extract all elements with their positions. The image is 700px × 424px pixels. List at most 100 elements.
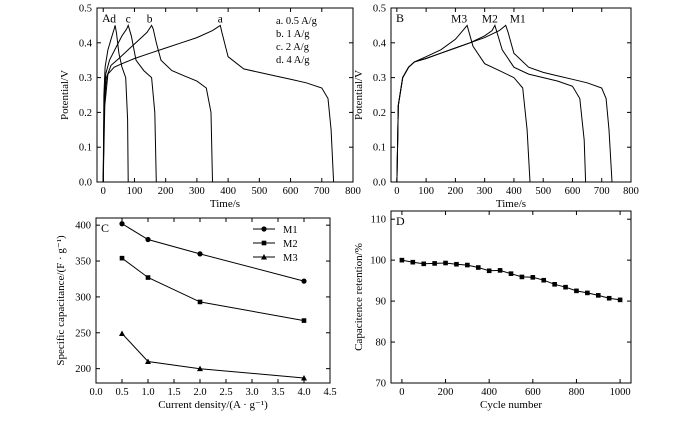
data-point <box>410 259 416 265</box>
data-point <box>563 284 568 290</box>
y-tick-label: 0.5 <box>79 4 92 15</box>
x-tick-label: 4.0 <box>297 387 310 398</box>
data-point <box>585 290 590 296</box>
series-line-a <box>102 24 335 183</box>
data-point <box>145 358 151 364</box>
plot-frame <box>390 210 632 384</box>
panel-letter: D <box>396 214 405 228</box>
legend-marker <box>261 254 267 260</box>
x-tick-label: 1000 <box>610 387 631 398</box>
data-point <box>519 274 525 280</box>
data-point <box>301 278 307 284</box>
legend-entry: M3 <box>283 253 298 264</box>
y-tick-label: 110 <box>371 215 386 226</box>
x-tick-label: 0 <box>394 186 399 197</box>
series-line-M2 <box>396 24 587 183</box>
legend-marker <box>261 240 267 246</box>
y-tick-label: 0.4 <box>79 38 93 49</box>
x-tick-label: 3.5 <box>271 387 284 398</box>
x-tick-label: 4.5 <box>323 387 336 398</box>
data-point <box>197 299 203 305</box>
panel-letter: B <box>396 11 404 25</box>
legend-entry: d. 4 A/g <box>276 55 310 66</box>
x-tick-label: 2.0 <box>193 387 206 398</box>
x-tick-label: 300 <box>189 186 205 197</box>
x-tick-label: 500 <box>535 186 551 197</box>
data-point <box>432 261 437 266</box>
data-point <box>197 251 203 257</box>
data-point <box>301 374 307 381</box>
legend-entry: a. 0.5 A/g <box>276 16 318 27</box>
x-tick-label: 200 <box>448 186 464 197</box>
panel-letter: C <box>101 221 109 235</box>
y-tick-label: 0.1 <box>79 143 92 154</box>
data-point <box>465 262 470 268</box>
data-point <box>617 297 623 303</box>
x-tick-label: 200 <box>158 186 174 197</box>
data-point <box>475 265 481 270</box>
x-tick-label: 100 <box>418 186 434 197</box>
y-tick-label: 70 <box>376 379 387 390</box>
x-tick-label: 2.5 <box>219 387 232 398</box>
y-tick-label: 250 <box>75 328 91 339</box>
x-tick-label: 600 <box>565 186 581 197</box>
legend-marker <box>261 226 267 232</box>
y-tick-label: 0.2 <box>79 108 92 119</box>
data-point <box>301 318 307 323</box>
data-point <box>541 277 547 283</box>
x-tick-label: 3.0 <box>245 387 258 398</box>
x-tick-label: 0 <box>101 186 106 197</box>
x-tick-label: 300 <box>477 186 493 197</box>
y-tick-label: 0.3 <box>79 73 92 84</box>
x-tick-label: 400 <box>220 186 236 197</box>
y-tick-label: 300 <box>75 292 91 303</box>
panel-letter: A <box>102 11 111 25</box>
x-tick-label: 400 <box>481 387 497 398</box>
x-axis-label: Time/s <box>496 198 526 210</box>
x-tick-label: 800 <box>345 186 361 197</box>
y-axis-label: Specific capacitance/(F · g⁻¹) <box>55 235 67 366</box>
plot-frame <box>390 7 632 183</box>
x-tick-label: 700 <box>594 186 610 197</box>
panel-c: 0.0 0.5 1.0 1.5 2.0 2.5 3.0 3.5 4.0 4.5 200 250 300 3… <box>55 217 337 411</box>
y-tick-label: 400 <box>75 221 91 232</box>
y-tick-label: 350 <box>75 257 91 268</box>
x-axis-label: Cycle number <box>480 399 542 411</box>
data-point <box>595 293 601 298</box>
data-point <box>443 260 448 266</box>
x-tick-label: 600 <box>525 387 541 398</box>
curve-label-c: c <box>126 13 131 25</box>
series-line-M3 <box>121 333 305 379</box>
y-axis-label: Potential/V <box>59 70 71 120</box>
legend-entry: b. 1 A/g <box>276 29 310 40</box>
x-axis-label: Time/s <box>210 198 240 210</box>
legend-entry: c. 2 A/g <box>276 42 310 53</box>
y-tick-label: 0.1 <box>373 143 386 154</box>
data-point <box>508 271 514 276</box>
series-line-M1 <box>121 223 305 282</box>
curve-label-M1: M1 <box>510 13 526 25</box>
curve-label-b: b <box>147 13 153 25</box>
series-line-M1 <box>396 24 613 183</box>
data-point <box>197 365 203 372</box>
y-tick-label: 0.4 <box>373 38 387 49</box>
data-point <box>574 288 579 294</box>
data-point <box>497 268 503 273</box>
plot-frame <box>95 217 331 384</box>
y-tick-label: 80 <box>376 338 387 349</box>
x-tick-label: 0 <box>399 387 404 398</box>
data-point <box>486 268 492 274</box>
y-tick-label: 90 <box>376 297 387 308</box>
curve-label-M3: M3 <box>451 13 467 25</box>
y-tick-label: 100 <box>370 256 386 267</box>
data-point <box>399 257 405 263</box>
y-tick-label: 0.5 <box>373 4 386 15</box>
x-tick-label: 0.5 <box>115 387 128 398</box>
x-tick-label: 500 <box>251 186 267 197</box>
x-tick-label: 600 <box>283 186 299 197</box>
data-point <box>454 261 459 267</box>
data-point <box>145 236 151 243</box>
x-tick-label: 400 <box>506 186 522 197</box>
plot-frame <box>96 7 354 183</box>
